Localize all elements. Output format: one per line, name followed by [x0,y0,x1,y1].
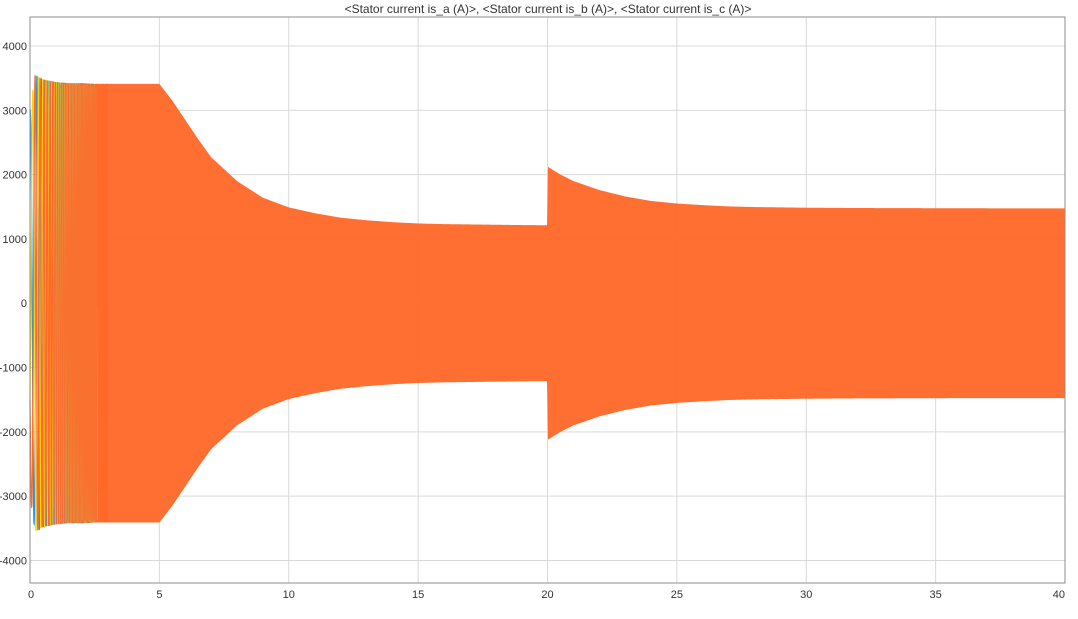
y-tick-label: -4000 [0,555,27,567]
y-tick-labels: -4000 -3000 -2000 -1000 0 1000 2000 3000 4000 [0,41,27,568]
x-tick-label: 20 [541,589,553,601]
y-tick-label: -1000 [0,363,27,375]
y-tick-label: -3000 [0,491,27,503]
plot-area [29,75,1066,532]
x-tick-label: 25 [671,589,683,601]
x-tick-labels: 0 5 10 15 20 25 30 35 40 [28,589,1065,601]
x-tick-label: 10 [283,589,295,601]
series-fringe-3 [52,81,98,525]
y-tick-label: 1000 [3,234,27,246]
y-tick-label: 4000 [3,41,27,53]
x-tick-label: 0 [28,589,34,601]
y-tick-label: 0 [21,298,27,310]
x-tick-label: 30 [800,589,812,601]
x-tick-label: 40 [1053,589,1065,601]
y-tick-label: 3000 [3,105,27,117]
chart-title: <Stator current is_a (A)>, <Stator curre… [345,2,752,16]
oscillation-band [61,82,1066,524]
x-tick-label: 15 [412,589,424,601]
y-tick-label: 2000 [3,170,27,182]
x-tick-label: 35 [930,589,942,601]
plot-frame [29,16,1066,584]
x-tick-label: 5 [156,589,162,601]
y-tick-label: -2000 [0,427,27,439]
